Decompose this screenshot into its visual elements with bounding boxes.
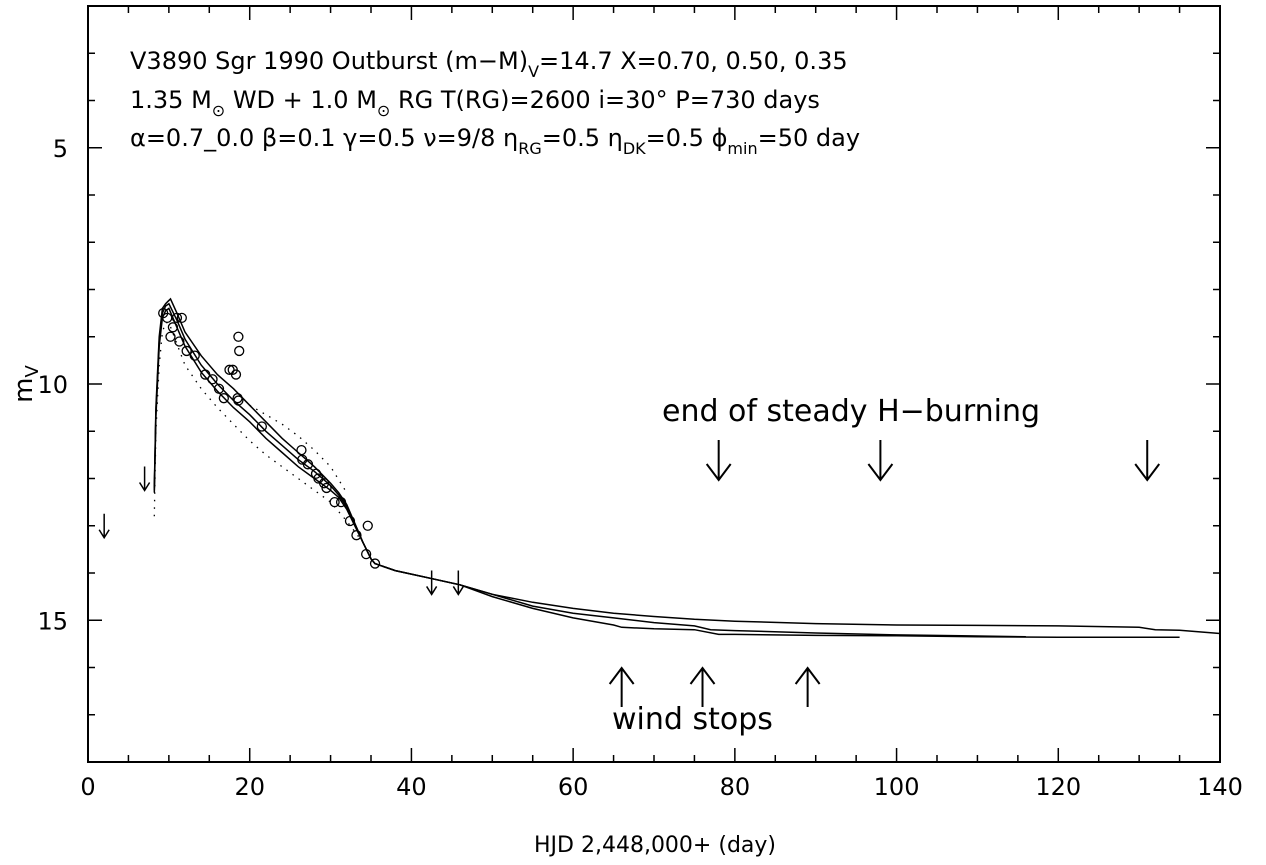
model-curve [153,302,1026,638]
observation-point [207,374,218,385]
observation-point [233,331,244,342]
x-tick-label: 140 [1197,773,1243,801]
observation-point [360,548,372,560]
annotation-arrows [608,440,1161,707]
observation-point [362,520,373,531]
observation-point [329,496,340,508]
y-axis-label: mV [9,365,43,403]
observation-point [256,421,267,432]
model-curves [153,297,1221,639]
observation-point [233,395,244,406]
observation-point [234,345,245,357]
upper-limit-arrow [138,466,151,492]
y-tick-label: 15 [37,607,68,635]
x-axis-label: HJD 2,448,000+ (day) [534,833,776,858]
down-arrow [705,440,732,482]
observation-point [165,331,176,342]
up-arrow [689,666,716,707]
up-arrow [608,666,635,707]
observation-point [335,496,347,508]
h-burning-label: end of steady H−burning [662,394,1040,429]
x-tick-label: 0 [80,773,95,801]
y-tick-label: 10 [37,371,68,399]
model-curve-dotted [249,404,348,494]
down-arrow [867,440,894,482]
model-curve [153,297,1221,635]
observation-points [158,307,381,569]
wind-stops-label: wind stops [612,702,773,737]
plot-frame [87,5,1221,763]
observation-point [181,345,192,357]
observation-point [176,312,187,324]
model-curve [153,307,1180,639]
observation-point [213,383,225,394]
up-arrow [794,666,821,707]
annotation-line2: 1.35 M⊙ WD + 1.0 M⊙ RG T(RG)=2600 i=30° … [130,86,820,120]
annotation-line3: α=0.7_0.0 β=0.1 γ=0.5 ν=9/8 ηRG=0.5 ηDK=… [130,124,860,158]
upper-limit-arrow [452,570,464,596]
observation-point [218,393,229,404]
axis-ticks: 0 20 40 60 80 100 120 140 5 10 15 [37,5,1243,801]
observation-point [302,459,314,470]
observation-point [171,312,183,324]
observation-point [321,482,332,494]
observation-point [318,478,330,489]
observation-point [174,336,185,347]
y-tick-label: 5 [53,135,68,163]
observation-point [310,468,322,479]
x-tick-label: 60 [558,773,589,801]
observation-point [162,312,173,324]
observation-point [189,350,200,361]
observation-point [230,369,242,380]
x-tick-label: 80 [720,773,751,801]
down-arrow [1134,440,1161,482]
annotation-line1: V3890 Sgr 1990 Outburst (m−M)V=14.7 X=0.… [130,47,848,81]
observation-point [351,530,362,541]
observation-point [167,322,179,333]
upper-limit-arrow [426,570,438,596]
observation-point [369,558,381,569]
upper-limit-arrow [98,513,110,540]
x-tick-label: 100 [874,773,920,801]
upper-limit-arrows [98,466,464,596]
observation-point [344,515,356,527]
x-tick-label: 20 [234,773,265,801]
observation-point [200,369,211,380]
observation-point [296,444,307,456]
x-tick-label: 40 [396,773,427,801]
x-tick-label: 120 [1035,773,1081,801]
